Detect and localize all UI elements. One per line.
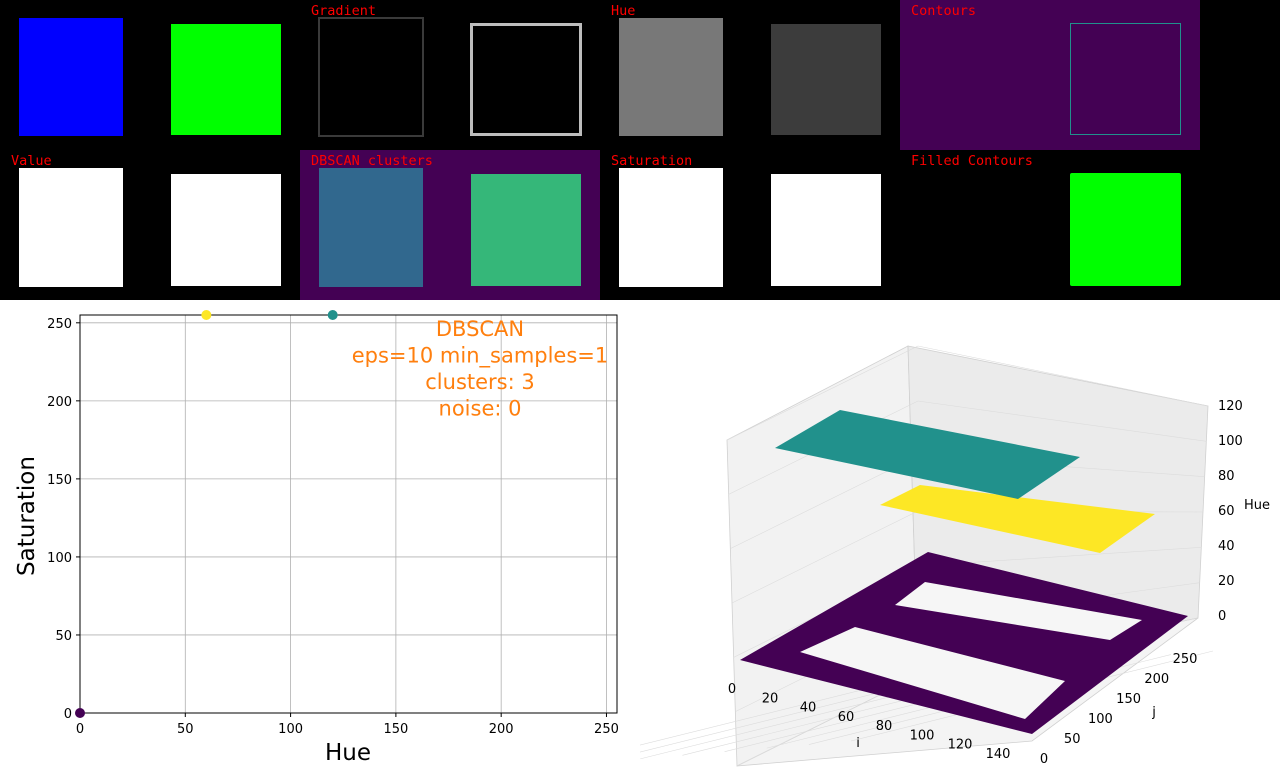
hue-saturation-scatter-chart: 0 50 100 150 200 250 0 50 100 150 200 250 Hue Satur…	[14, 310, 619, 766]
x-tick-label: 0	[76, 722, 84, 737]
filled-contours-panel: Filled Contours	[900, 150, 1200, 300]
hue-layers	[740, 410, 1188, 734]
hue-tick-label: 40	[1218, 539, 1235, 554]
hue-axis-label: Hue	[1244, 498, 1270, 513]
i-tick-label: 0	[728, 682, 736, 697]
j-tick-label: 250	[1173, 652, 1198, 667]
hue-label: Hue	[611, 3, 636, 19]
annotation-line: clusters: 3	[425, 370, 534, 394]
x-tick-label: 150	[383, 722, 408, 737]
dbscan-clusters-panel: DBSCAN clusters	[300, 150, 600, 300]
teal-layer	[775, 410, 1080, 499]
y-tick-label: 200	[47, 395, 72, 410]
hue-tick-label: 0	[1218, 609, 1226, 624]
annotation-line: noise: 0	[439, 397, 522, 421]
scatter-point	[327, 310, 338, 320]
side-grid-line	[726, 345, 919, 441]
i-tick-label: 60	[838, 710, 855, 725]
y-axis-label: Saturation	[14, 456, 40, 576]
dbscan-clusters-label: DBSCAN clusters	[311, 153, 433, 169]
annotation-line: eps=10 min_samples=1	[352, 344, 609, 369]
yellow-layer	[880, 485, 1155, 553]
purple-frame-layer	[740, 552, 1188, 734]
image-panels-grid: Gradient Hue Contours Value DBSCAN clust…	[0, 0, 1280, 300]
green-square	[171, 24, 281, 135]
floor-grid-line	[640, 675, 919, 746]
y-tick-label: 250	[47, 317, 72, 332]
value-panel: Value	[0, 150, 300, 300]
scatter-point	[201, 310, 212, 320]
x-tick-label: 50	[177, 722, 194, 737]
filled-contours-label: Filled Contours	[911, 153, 1033, 169]
y-tick-label: 150	[47, 473, 72, 488]
cluster-square-blue	[319, 168, 423, 287]
i-tick-label: 100	[910, 728, 935, 743]
plot-frame	[79, 314, 618, 714]
hue-tick-label: 100	[1218, 434, 1243, 449]
hue-tick-label: 20	[1218, 574, 1235, 589]
y-tick-label: 50	[55, 629, 72, 644]
j-tick-label: 100	[1088, 712, 1113, 727]
y-tick-label: 0	[64, 707, 72, 722]
saturation-square-right	[771, 174, 881, 286]
scatter-point	[75, 708, 85, 718]
hue-square-light	[619, 18, 723, 136]
annotation-line: DBSCAN	[436, 317, 524, 341]
i-tick-label: 40	[800, 701, 817, 716]
j-tick-label: 0	[1040, 752, 1048, 767]
i-tick-label: 80	[876, 719, 893, 734]
back-grid-line	[917, 345, 1209, 407]
purple-frame-hole-top	[895, 582, 1142, 640]
gradient-outline-right	[470, 23, 582, 136]
value-square-right	[171, 174, 281, 286]
blue-square	[19, 18, 123, 136]
saturation-square-left	[619, 168, 723, 287]
purple-frame-hole-bottom	[800, 627, 1065, 719]
j-axis-label: j	[1151, 705, 1156, 720]
hue-tick-label: 80	[1218, 469, 1235, 484]
i-tick-label: 120	[948, 738, 973, 753]
y-tick-label: 100	[47, 551, 72, 566]
saturation-label: Saturation	[611, 153, 693, 169]
hue-square-dark	[771, 24, 881, 135]
cluster-square-green	[471, 174, 581, 286]
gradient-label: Gradient	[311, 3, 377, 19]
data-points	[75, 310, 338, 718]
axis-ticks: 0 50 100 150 200 250 0 50 100 150 200 250	[47, 317, 619, 737]
j-tick-label: 200	[1144, 672, 1169, 687]
value-label: Value	[11, 153, 52, 169]
value-square-left	[19, 168, 123, 287]
grid-lines	[79, 315, 617, 714]
i-tick-label: 20	[762, 691, 779, 706]
original-image-panel	[0, 0, 300, 150]
contours-panel: Contours	[900, 0, 1200, 150]
x-tick-label: 200	[489, 722, 514, 737]
hue-tick-label: 120	[1218, 399, 1243, 414]
contours-label: Contours	[911, 3, 977, 19]
back-grid-line	[917, 400, 1207, 442]
x-tick-label: 250	[594, 722, 619, 737]
i-axis-label: i	[856, 736, 860, 751]
x-axis-label: Hue	[325, 740, 371, 766]
contour-outline	[1070, 23, 1181, 135]
hue-tick-label: 60	[1218, 504, 1235, 519]
x-tick-label: 100	[278, 722, 303, 737]
side-grid-line	[731, 510, 919, 604]
j-tick-label: 50	[1064, 732, 1081, 747]
gradient-panel: Gradient	[300, 0, 600, 150]
j-tick-label: 150	[1116, 692, 1141, 707]
saturation-panel: Saturation	[600, 150, 900, 300]
gradient-outline-left	[318, 17, 424, 137]
filled-contour-square	[1070, 173, 1181, 286]
hue-panel: Hue	[600, 0, 900, 150]
i-tick-label: 140	[986, 747, 1011, 762]
purple-frame-outer	[740, 552, 1188, 734]
